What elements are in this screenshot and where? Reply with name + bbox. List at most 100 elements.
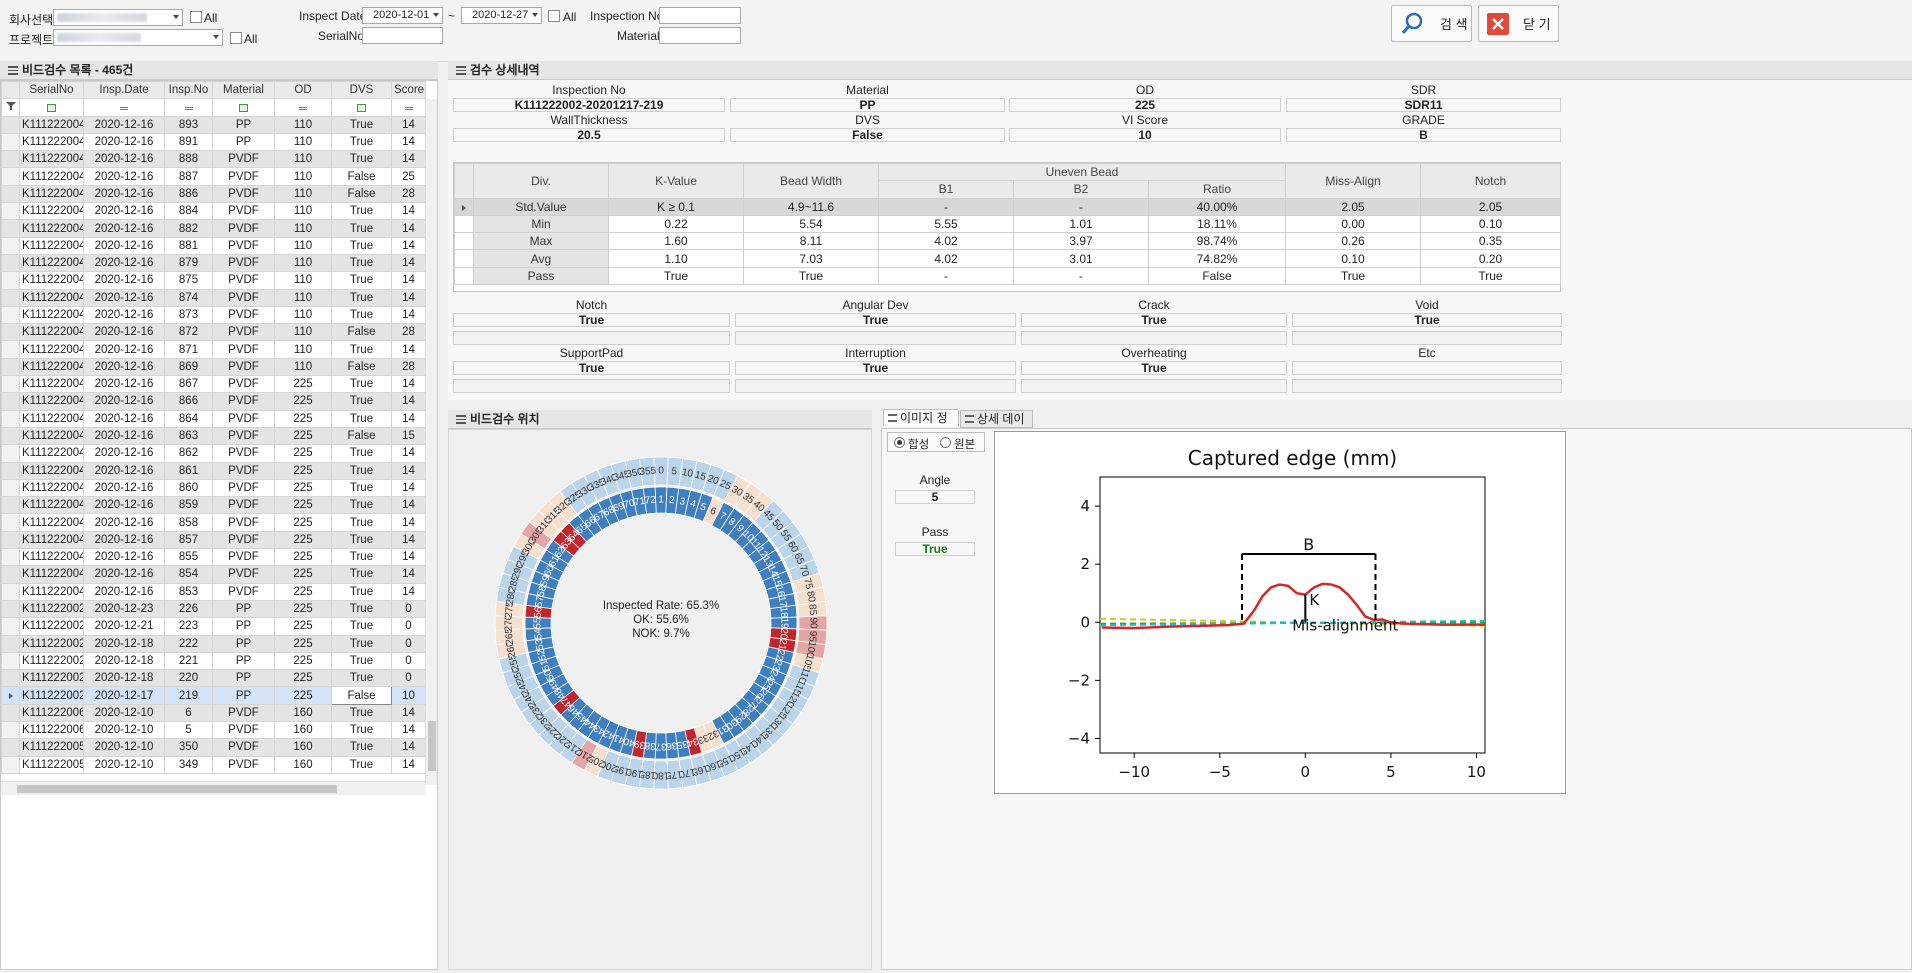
row-indicator[interactable] <box>454 197 474 216</box>
table-row[interactable]: K111222002 2020-12-18 220 PP 225 True 0 <box>1 669 426 688</box>
cell-inspdate[interactable]: 2020-12-16 <box>83 392 165 411</box>
cell-material[interactable]: PVDF <box>212 478 275 498</box>
close-button[interactable]: 닫 기 <box>1478 5 1559 42</box>
row-indicator[interactable] <box>1 496 20 515</box>
cell-dvs[interactable]: True <box>331 720 392 740</box>
cell-inspdate[interactable]: 2020-12-16 <box>83 167 165 186</box>
row-indicator[interactable] <box>1 530 20 550</box>
cell-inspno[interactable]: 881 <box>164 236 213 255</box>
cell-dvs[interactable]: True <box>331 305 392 325</box>
cell-inspno[interactable]: 867 <box>164 375 213 394</box>
tab-image-info[interactable]: 이미지 정보 <box>883 409 959 441</box>
cell-serialno[interactable]: K111222004 <box>19 582 84 601</box>
measure-row[interactable]: Std.Value K ≥ 0.1 4.9~11.6- -40.00% 2.05 2.05 <box>454 197 1561 216</box>
row-indicator[interactable] <box>1 253 20 273</box>
cell-od[interactable]: 225 <box>274 582 332 601</box>
cell-inspdate[interactable]: 2020-12-10 <box>83 738 165 757</box>
cell-inspno[interactable]: 866 <box>164 392 213 411</box>
cell-inspdate[interactable]: 2020-12-16 <box>83 409 165 428</box>
cell-score[interactable]: 14 <box>391 409 426 428</box>
cell-dvs[interactable]: True <box>331 271 392 290</box>
cell-material[interactable]: PVDF <box>212 409 275 428</box>
cell-serialno[interactable]: K111222005 <box>19 738 84 757</box>
date-from-picker[interactable]: 2020-12-01 <box>362 7 443 24</box>
cell-inspno[interactable]: 860 <box>164 478 213 498</box>
cell-material[interactable]: PVDF <box>212 530 275 550</box>
table-row[interactable]: K111222005 2020-12-10 350 PVDF 160 True 14 <box>1 738 426 757</box>
cell-inspdate[interactable]: 2020-12-16 <box>83 115 165 134</box>
cell-score[interactable]: 14 <box>391 236 426 255</box>
cell-inspdate[interactable]: 2020-12-16 <box>83 530 165 550</box>
cell-dvs[interactable]: True <box>331 253 392 273</box>
cell-score[interactable]: 14 <box>391 305 426 325</box>
cell-serialno[interactable]: K111222004 <box>19 548 84 567</box>
row-indicator[interactable] <box>1 738 20 757</box>
cell-inspno[interactable]: 875 <box>164 271 213 290</box>
cell-od[interactable]: 225 <box>274 496 332 515</box>
cell-score[interactable]: 14 <box>391 150 426 169</box>
cell-material[interactable]: PVDF <box>212 392 275 411</box>
table-row[interactable]: K111222004 2020-12-16 866 PVDF 225 True 14 <box>1 392 426 411</box>
cell-serialno[interactable]: K111222004 <box>19 184 84 204</box>
cell-score[interactable]: 14 <box>391 513 426 532</box>
cell-inspdate[interactable]: 2020-12-23 <box>83 599 165 619</box>
column-header-score[interactable]: Score <box>391 80 426 100</box>
cell-material[interactable]: PVDF <box>212 375 275 394</box>
cell-material[interactable]: PVDF <box>212 513 275 532</box>
company-all-checkbox[interactable] <box>190 11 202 23</box>
cell-inspdate[interactable]: 2020-12-16 <box>83 565 165 584</box>
column-header-inspno[interactable]: Insp.No <box>164 80 213 100</box>
cell-dvs[interactable]: True <box>331 288 392 307</box>
cell-od[interactable]: 160 <box>274 703 332 722</box>
cell-score[interactable]: 28 <box>391 323 426 342</box>
row-indicator[interactable] <box>1 755 20 774</box>
row-indicator[interactable] <box>1 409 20 428</box>
row-indicator[interactable] <box>1 340 20 359</box>
cell-serialno[interactable]: K111222004 <box>19 150 84 169</box>
cell-inspdate[interactable]: 2020-12-16 <box>83 548 165 567</box>
cell-dvs[interactable]: False <box>331 323 392 342</box>
table-row[interactable]: K111222004 2020-12-16 869 PVDF 110 False 28 <box>1 357 426 377</box>
row-indicator[interactable] <box>1 720 20 740</box>
row-indicator[interactable] <box>1 167 20 186</box>
cell-inspno[interactable]: 864 <box>164 409 213 428</box>
cell-inspdate[interactable]: 2020-12-16 <box>83 202 165 221</box>
cell-serialno[interactable]: K111222004 <box>19 253 84 273</box>
row-indicator[interactable] <box>1 461 20 480</box>
cell-inspdate[interactable]: 2020-12-16 <box>83 496 165 515</box>
row-indicator[interactable] <box>1 478 20 498</box>
table-row[interactable]: K111222004 2020-12-16 864 PVDF 225 True 14 <box>1 409 426 428</box>
cell-serialno[interactable]: K111222004 <box>19 288 84 307</box>
cell-material[interactable]: PP <box>212 599 275 619</box>
table-row[interactable]: K111222004 2020-12-16 867 PVDF 225 True 14 <box>1 375 426 394</box>
material-input[interactable] <box>659 27 741 44</box>
table-row[interactable]: K111222006 2020-12-10 5 PVDF 160 True 14 <box>1 720 426 740</box>
cell-inspno[interactable]: 873 <box>164 305 213 325</box>
table-row[interactable]: K111222004 2020-12-16 857 PVDF 225 True 14 <box>1 530 426 550</box>
cell-serialno[interactable]: K111222004 <box>19 236 84 255</box>
cell-material[interactable]: PVDF <box>212 202 275 221</box>
cell-inspdate[interactable]: 2020-12-16 <box>83 184 165 204</box>
cell-material[interactable]: PVDF <box>212 703 275 722</box>
cell-material[interactable]: PVDF <box>212 253 275 273</box>
cell-dvs[interactable]: True <box>331 669 392 688</box>
project-select[interactable] <box>53 29 223 46</box>
cell-inspdate[interactable]: 2020-12-16 <box>83 288 165 307</box>
company-select[interactable] <box>53 9 183 26</box>
cell-od[interactable]: 225 <box>274 599 332 619</box>
cell-inspdate[interactable]: 2020-12-16 <box>83 582 165 601</box>
table-row[interactable]: K111222002 2020-12-18 222 PP 225 True 0 <box>1 634 426 653</box>
table-row[interactable]: K111222004 2020-12-16 875 PVDF 110 True 14 <box>1 271 426 290</box>
row-indicator[interactable] <box>1 548 20 567</box>
cell-inspno[interactable]: 853 <box>164 582 213 601</box>
filter-cell[interactable] <box>164 98 213 117</box>
cell-inspdate[interactable]: 2020-12-16 <box>83 375 165 394</box>
cell-score[interactable]: 14 <box>391 219 426 238</box>
cell-dvs[interactable]: True <box>331 478 392 498</box>
table-row[interactable]: K111222004 2020-12-16 886 PVDF 110 False 28 <box>1 184 426 204</box>
cell-od[interactable]: 110 <box>274 115 332 134</box>
cell-material[interactable]: PP <box>212 686 275 705</box>
search-button[interactable]: 검 색 <box>1391 5 1472 42</box>
table-row[interactable]: K111222004 2020-12-16 858 PVDF 225 True 14 <box>1 513 426 532</box>
cell-serialno[interactable]: K111222004 <box>19 323 84 342</box>
